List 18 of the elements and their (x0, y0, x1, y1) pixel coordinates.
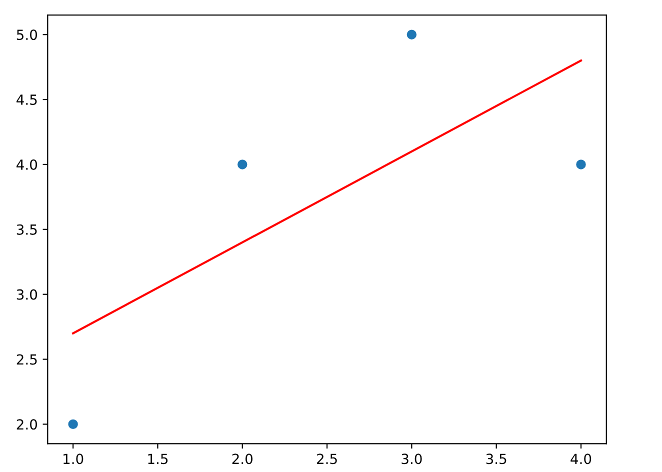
y-tick-label: 5.0 (16, 30, 38, 40)
y-tick-label: 4.5 (16, 94, 37, 105)
x-tick-label: 4.0 (570, 454, 592, 464)
y-tick-label: 2.0 (16, 419, 38, 430)
x-tick-label: 2.5 (317, 454, 337, 464)
x-tick-label: 1.0 (64, 454, 84, 464)
y-tick-label: 3.0 (16, 289, 38, 300)
x-tick-label: 3.5 (486, 454, 506, 464)
point (238, 160, 248, 170)
y-tick-label: 2.5 (16, 354, 37, 365)
point (576, 160, 586, 170)
x-tick-label: 1.5 (148, 454, 168, 464)
point (406, 30, 417, 40)
y-tick-label: 3.5 (16, 224, 37, 235)
point (68, 419, 78, 430)
y-tick-label: 4.0 (16, 159, 38, 170)
x-tick-label: 3.0 (402, 454, 422, 464)
x-tick-label: 2.0 (232, 454, 252, 464)
